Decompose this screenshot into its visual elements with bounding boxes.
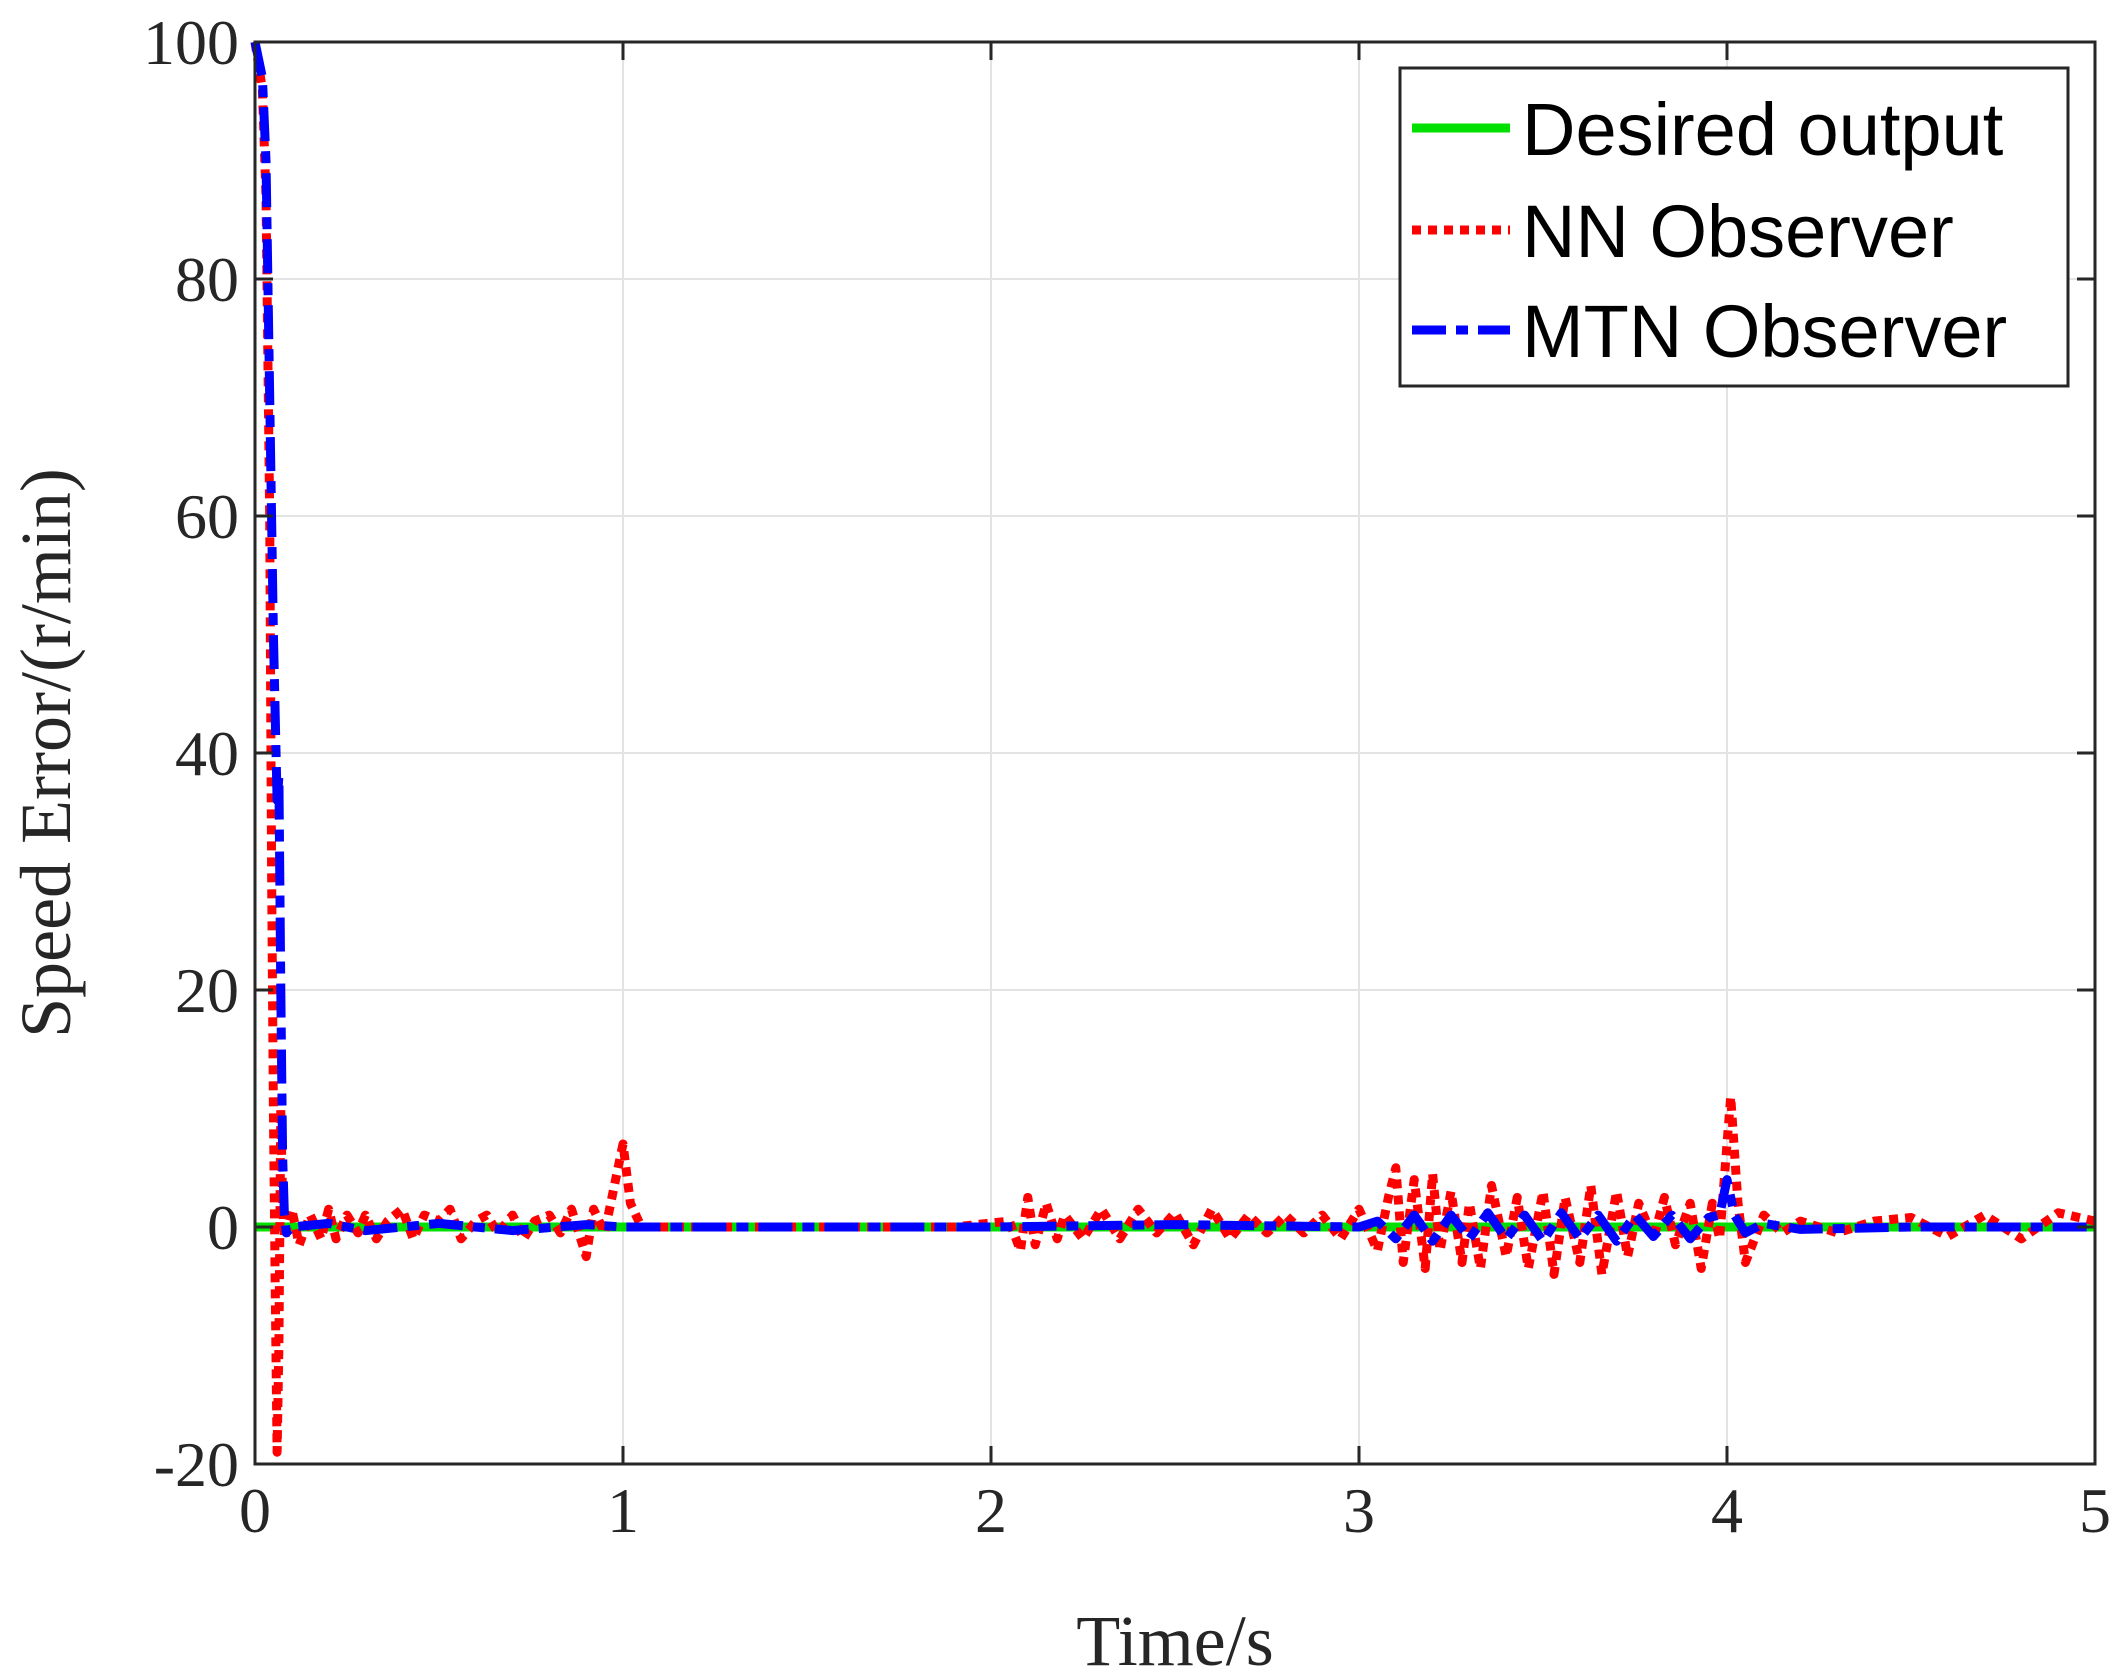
tick-marks [253,40,2097,1466]
x-tick-label: 0 [239,1475,271,1546]
x-axis-title: Time/s [1076,1601,1273,1678]
series-layer [250,41,2096,1457]
x-tick-label: 2 [975,1475,1007,1546]
y-tick-label: 20 [175,955,239,1026]
x-tick-label: 5 [2079,1475,2111,1546]
y-tick-label: 40 [175,718,239,789]
x-tick-label: 1 [607,1475,639,1546]
legend-label-nn-observer: NN Observer [1522,190,1954,273]
x-tick-label: 4 [1711,1475,1743,1546]
y-axis-title: Speed Error/(r/min) [6,468,86,1038]
legend-box [1398,66,2070,388]
series-line-nn-observer [250,41,2096,1457]
y-tick-label: 100 [143,7,239,78]
y-tick-label: -20 [154,1429,239,1500]
legend-label-mtn-observer: MTN Observer [1522,290,2007,373]
legend-label-desired-output: Desired output [1522,88,2004,171]
legend: Desired output NN Observer MTN Observer [1398,66,2070,388]
y-tick-label: 80 [175,244,239,315]
y-tick-label: 60 [175,481,239,552]
y-tick-label: 0 [207,1192,239,1263]
x-tick-label: 3 [1343,1475,1375,1546]
series-line-mtn-observer [250,41,2095,1246]
